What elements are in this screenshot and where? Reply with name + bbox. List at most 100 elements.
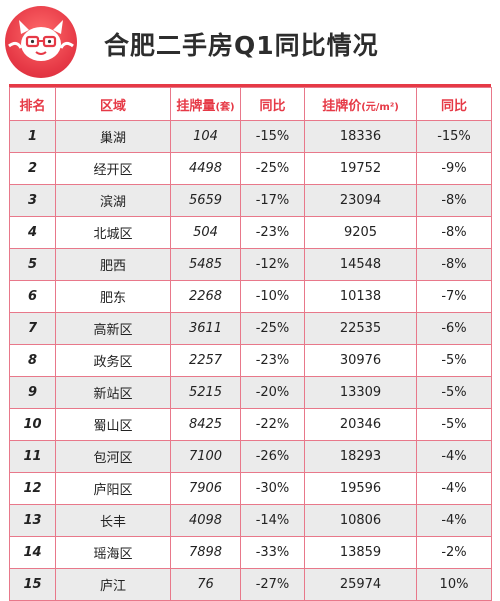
- table-row: 7 高新区 3611 -25% 22535 -6%: [9, 312, 492, 345]
- cell-price: 25974: [304, 568, 417, 601]
- cell-price-yoy: 10%: [416, 568, 492, 601]
- cell-listings: 5215: [170, 376, 241, 409]
- table-row: 12 庐阳区 7906 -30% 19596 -4%: [9, 472, 492, 505]
- cell-rank: 9: [9, 376, 56, 409]
- cell-price-yoy: -2%: [416, 536, 492, 569]
- cell-price-yoy: -4%: [416, 440, 492, 473]
- header-price: 挂牌价(元/m²): [304, 87, 417, 121]
- cell-rank: 13: [9, 504, 56, 537]
- table-row: 4 北城区 504 -23% 9205 -8%: [9, 216, 492, 249]
- cell-listings: 7898: [170, 536, 241, 569]
- cell-listings-yoy: -14%: [240, 504, 305, 537]
- cell-district: 肥东: [55, 280, 171, 313]
- table-row: 5 肥西 5485 -12% 14548 -8%: [9, 248, 492, 281]
- cell-district: 瑶海区: [55, 536, 171, 569]
- cell-price-yoy: -6%: [416, 312, 492, 345]
- cell-rank: 14: [9, 536, 56, 569]
- cell-price-yoy: -5%: [416, 376, 492, 409]
- cell-price: 18336: [304, 120, 417, 153]
- cell-district: 新站区: [55, 376, 171, 409]
- cell-price: 19752: [304, 152, 417, 185]
- cell-listings: 2268: [170, 280, 241, 313]
- cell-price-yoy: -8%: [416, 216, 492, 249]
- table-row: 2 经开区 4498 -25% 19752 -9%: [9, 152, 492, 185]
- cell-listings: 5659: [170, 184, 241, 217]
- cell-listings: 7100: [170, 440, 241, 473]
- cell-listings-yoy: -10%: [240, 280, 305, 313]
- cell-price: 9205: [304, 216, 417, 249]
- cell-listings: 3611: [170, 312, 241, 345]
- table-row: 9 新站区 5215 -20% 13309 -5%: [9, 376, 492, 409]
- cell-rank: 8: [9, 344, 56, 377]
- cell-listings-yoy: -23%: [240, 344, 305, 377]
- cell-listings-yoy: -23%: [240, 216, 305, 249]
- cell-price: 22535: [304, 312, 417, 345]
- cell-rank: 3: [9, 184, 56, 217]
- header-listings-unit: (套): [215, 101, 235, 113]
- cell-district: 滨湖: [55, 184, 171, 217]
- cell-price: 18293: [304, 440, 417, 473]
- cell-district: 庐阳区: [55, 472, 171, 505]
- cell-district: 巢湖: [55, 120, 171, 153]
- table-row: 8 政务区 2257 -23% 30976 -5%: [9, 344, 492, 377]
- cell-district: 庐江: [55, 568, 171, 601]
- cell-district: 政务区: [55, 344, 171, 377]
- cell-price-yoy: -9%: [416, 152, 492, 185]
- page-title: 合肥二手房Q1同比情况: [104, 31, 379, 60]
- cell-rank: 15: [9, 568, 56, 601]
- cell-listings-yoy: -15%: [240, 120, 305, 153]
- table-row: 15 庐江 76 -27% 25974 10%: [9, 568, 492, 601]
- cell-price-yoy: -4%: [416, 472, 492, 505]
- header-listings-label: 挂牌量: [176, 98, 216, 114]
- cell-listings-yoy: -25%: [240, 152, 305, 185]
- cell-listings-yoy: -30%: [240, 472, 305, 505]
- cell-district: 经开区: [55, 152, 171, 185]
- cell-price-yoy: -5%: [416, 408, 492, 441]
- cell-listings: 5485: [170, 248, 241, 281]
- cell-listings: 7906: [170, 472, 241, 505]
- cell-listings-yoy: -26%: [240, 440, 305, 473]
- table-row: 10 蜀山区 8425 -22% 20346 -5%: [9, 408, 492, 441]
- header-price-label: 挂牌价: [322, 98, 362, 114]
- header-price-unit: (元/m²): [361, 101, 399, 113]
- header-district: 区域: [55, 87, 171, 121]
- table-header-row: 排名 区域 挂牌量(套) 同比 挂牌价(元/m²) 同比: [9, 87, 492, 121]
- cell-price: 10138: [304, 280, 417, 313]
- cell-listings: 8425: [170, 408, 241, 441]
- cell-price: 13859: [304, 536, 417, 569]
- table-row: 13 长丰 4098 -14% 10806 -4%: [9, 504, 492, 537]
- cell-price-yoy: -4%: [416, 504, 492, 537]
- cell-price-yoy: -7%: [416, 280, 492, 313]
- cell-listings: 76: [170, 568, 241, 601]
- cell-price-yoy: -5%: [416, 344, 492, 377]
- cell-rank: 5: [9, 248, 56, 281]
- cell-rank: 7: [9, 312, 56, 345]
- cell-listings: 2257: [170, 344, 241, 377]
- cell-district: 高新区: [55, 312, 171, 345]
- cell-price-yoy: -8%: [416, 184, 492, 217]
- cell-listings-yoy: -12%: [240, 248, 305, 281]
- cell-price-yoy: -8%: [416, 248, 492, 281]
- header-listings: 挂牌量(套): [170, 87, 241, 121]
- page-header: 合肥二手房Q1同比情况: [0, 0, 500, 84]
- cell-rank: 12: [9, 472, 56, 505]
- cell-rank: 6: [9, 280, 56, 313]
- cell-district: 包河区: [55, 440, 171, 473]
- cell-price-yoy: -15%: [416, 120, 492, 153]
- table-row: 14 瑶海区 7898 -33% 13859 -2%: [9, 536, 492, 569]
- cell-listings-yoy: -33%: [240, 536, 305, 569]
- cell-listings: 504: [170, 216, 241, 249]
- header-rank: 排名: [9, 87, 56, 121]
- header-price-yoy: 同比: [416, 87, 492, 121]
- cell-listings-yoy: -27%: [240, 568, 305, 601]
- cell-district: 长丰: [55, 504, 171, 537]
- cell-price: 14548: [304, 248, 417, 281]
- cell-rank: 2: [9, 152, 56, 185]
- cell-price: 30976: [304, 344, 417, 377]
- cell-listings-yoy: -25%: [240, 312, 305, 345]
- cell-price: 10806: [304, 504, 417, 537]
- cell-rank: 11: [9, 440, 56, 473]
- cell-rank: 4: [9, 216, 56, 249]
- listing-table: 排名 区域 挂牌量(套) 同比 挂牌价(元/m²) 同比 1 巢湖 104 -15% 1…: [9, 87, 492, 601]
- cell-listings-yoy: -22%: [240, 408, 305, 441]
